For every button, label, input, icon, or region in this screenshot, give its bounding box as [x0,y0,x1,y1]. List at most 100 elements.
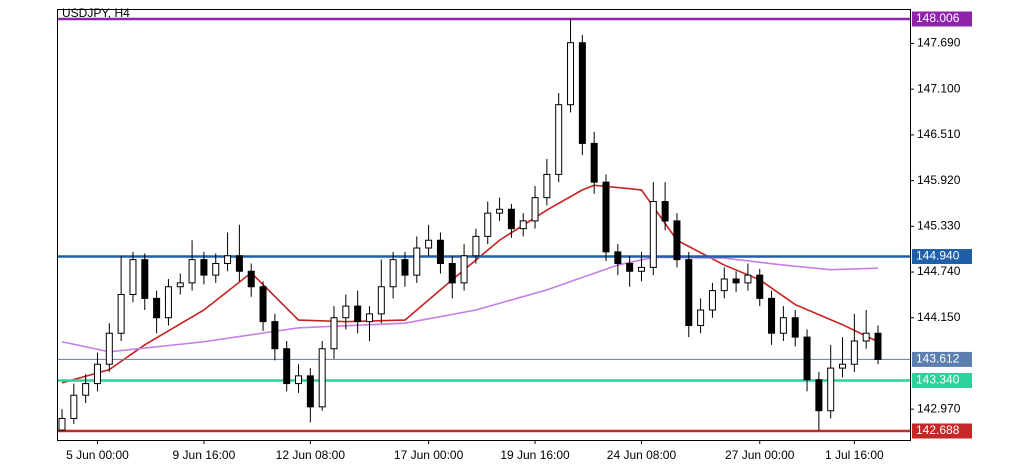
candle-body [401,259,409,276]
candle-body [224,255,232,265]
candle-body [850,340,858,365]
candle-body [425,239,433,249]
candle-body [779,317,787,334]
plot-frame [57,9,911,441]
chart-title: USDJPY, H4 [62,6,130,20]
candle-body [578,42,586,144]
y-tick-label: 144.150 [917,310,961,324]
candle-body [306,375,314,408]
candle-body [791,317,799,338]
candle-body [637,266,645,272]
candle-body [188,259,196,284]
candle-body [732,278,740,284]
candle-body [342,305,350,319]
price-label: 143.340 [916,373,960,387]
candle-body [590,142,598,183]
candle-body [58,417,66,431]
price-label: 143.612 [916,352,960,366]
candle-body [413,247,421,276]
candle-body [673,220,681,261]
candle-body [389,259,397,288]
candle-body [685,259,693,326]
candle-body [105,332,113,365]
candle-body [507,208,515,230]
candle-body [93,363,101,385]
x-tick-label: 19 Jun 16:00 [500,448,570,462]
candle-body [472,235,480,257]
candle-body [602,181,610,253]
candle-body [862,332,870,342]
candle-body [567,42,575,106]
candle-body [708,290,716,311]
price-label-box [912,351,972,367]
candle-body [519,220,527,230]
candle-body [803,336,811,381]
candle-body [70,394,78,419]
candle-body [720,278,728,292]
candle-body [176,282,184,288]
x-tick-label: 9 Jun 16:00 [173,448,236,462]
y-tick-label: 147.100 [917,81,961,95]
candle-body [259,286,267,323]
price-label-box [912,11,972,27]
x-tick-label: 24 Jun 08:00 [607,448,677,462]
candle-body [661,201,669,222]
candle-body [330,317,338,350]
candle-body [141,259,149,299]
y-tick-label: 145.330 [917,218,961,232]
candle-body [295,375,303,385]
moving-average [61,256,879,353]
candle-body [827,367,835,412]
candle-body [318,348,326,408]
price-label: 144.940 [916,249,960,263]
candle-body [614,251,622,265]
x-tick-label: 12 Jun 08:00 [276,448,346,462]
x-tick-label: 27 Jun 00:00 [725,448,795,462]
candle-body [377,286,385,315]
candle-body [247,270,255,288]
price-label-box [912,423,972,439]
candle-body [697,309,705,326]
candle-body [496,208,504,214]
candle-body [744,274,752,284]
candle-body [531,197,539,222]
candle-body [768,297,776,334]
candle-body [129,259,137,295]
candle-body [649,201,657,268]
candle-body [283,348,291,385]
price-label: 142.688 [916,423,960,437]
price-label-box [912,249,972,265]
candle-body [200,259,208,276]
x-tick-label: 17 Jun 00:00 [394,448,464,462]
x-tick-label: 5 Jun 00:00 [66,448,129,462]
y-tick-label: 142.970 [917,401,961,415]
candle-body [460,255,468,284]
candle-body [839,363,847,369]
candle-body [153,297,161,319]
candle-body [82,383,90,396]
candle-body [117,293,125,334]
candle-body [164,286,172,319]
candle-body [874,332,882,360]
candle-body [543,173,551,199]
price-label-box [912,372,972,388]
price-label: 148.006 [916,11,960,25]
candle-body [626,263,634,272]
y-tick-label: 146.510 [917,127,961,141]
candle-body [815,379,823,412]
candle-body [484,212,492,237]
candle-body [212,263,220,276]
candle-body [756,274,764,299]
candle-body [235,255,243,272]
candle-body [354,305,362,323]
candle-body [448,263,456,284]
candle-body [271,321,279,350]
candle-body [436,239,444,265]
candle-body [365,313,373,323]
candle-body [555,104,563,175]
y-tick-label: 145.920 [917,173,961,187]
x-tick-label: 1 Jul 16:00 [825,448,884,462]
y-tick-label: 144.740 [917,264,961,278]
